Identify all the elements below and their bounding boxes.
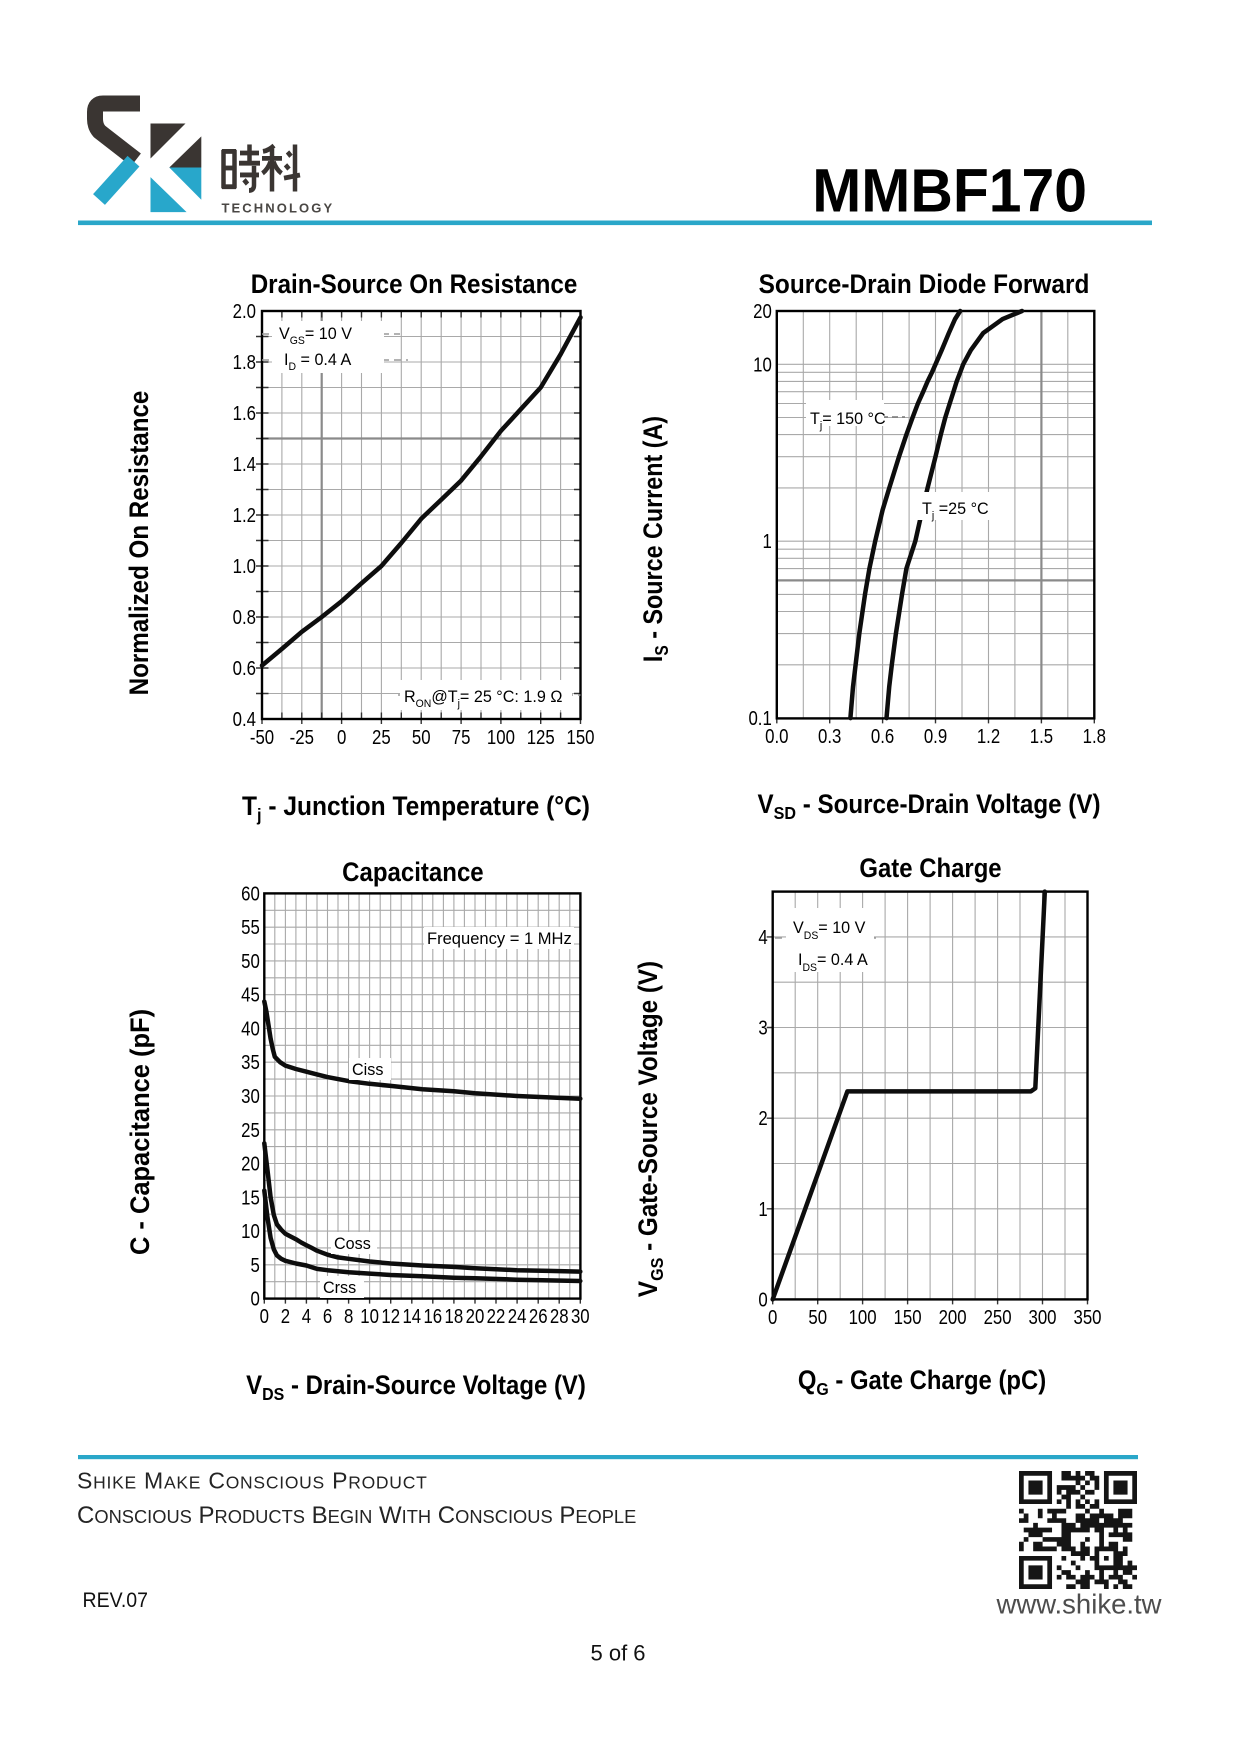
svg-text:1.6: 1.6 [233,402,256,425]
svg-text:28: 28 [550,1305,569,1328]
svg-text:14: 14 [402,1305,421,1328]
svg-text:0.6: 0.6 [233,657,256,680]
svg-text:20: 20 [241,1152,260,1175]
svg-text:5 of 6: 5 of 6 [590,1641,645,1666]
svg-text:16: 16 [423,1305,442,1328]
svg-text:150: 150 [894,1306,922,1329]
svg-text:0.3: 0.3 [818,725,841,748]
svg-text:Tj =25 °C: Tj =25 °C [922,499,989,522]
svg-text:MMBF170: MMBF170 [812,157,1087,225]
svg-text:0: 0 [337,726,346,749]
svg-text:35: 35 [241,1051,260,1074]
svg-text:2: 2 [758,1107,767,1130]
svg-text:8: 8 [344,1305,353,1328]
svg-text:100: 100 [849,1306,877,1329]
svg-text:18: 18 [445,1305,464,1328]
svg-text:1.2: 1.2 [977,725,1000,748]
svg-text:2: 2 [281,1305,290,1328]
svg-text:1.8: 1.8 [233,351,256,374]
svg-text:Tj - Junction Temperature (°C): Tj - Junction Temperature (°C) [242,792,590,825]
svg-text:-25: -25 [290,726,314,749]
svg-text:300: 300 [1028,1306,1056,1329]
svg-text:125: 125 [527,726,555,749]
svg-text:0.4: 0.4 [233,708,256,731]
svg-text:3: 3 [758,1016,767,1039]
svg-text:1.2: 1.2 [233,504,256,527]
svg-text:Ciss: Ciss [352,1060,383,1079]
svg-text:45: 45 [241,983,260,1006]
svg-text:20: 20 [753,300,772,323]
svg-text:24: 24 [508,1305,527,1328]
svg-text:0.8: 0.8 [233,606,256,629]
svg-text:350: 350 [1073,1306,1101,1329]
svg-text:50: 50 [412,726,431,749]
svg-text:Crss: Crss [323,1278,356,1297]
svg-text:Frequency = 1 MHz: Frequency = 1 MHz [427,929,572,948]
svg-text:REV.07: REV.07 [83,1589,148,1612]
svg-text:4: 4 [302,1305,311,1328]
svg-text:C - Capacitance (pF): C - Capacitance (pF) [124,1009,155,1255]
svg-text:TECHNOLOGY: TECHNOLOGY [222,201,335,216]
svg-text:Normalized On Resistance: Normalized On Resistance [125,391,155,696]
svg-text:0.6: 0.6 [871,725,894,748]
svg-text:25: 25 [241,1118,260,1141]
svg-text:20: 20 [466,1305,485,1328]
svg-text:ID = 0.4 A: ID = 0.4 A [284,350,352,373]
svg-text:10: 10 [753,353,772,376]
svg-text:50: 50 [241,949,260,972]
svg-text:50: 50 [808,1306,827,1329]
svg-text:VSD - Source-Drain Voltage (V): VSD - Source-Drain Voltage (V) [757,790,1100,823]
svg-text:1.8: 1.8 [1083,725,1106,748]
svg-text:Tj= 150 °C: Tj= 150 °C [810,409,886,432]
svg-text:SHIKE MAKE CONSCIOUS PRODUCT: SHIKE MAKE CONSCIOUS PRODUCT [77,1467,428,1493]
svg-text:2.0: 2.0 [233,300,256,323]
svg-text:0: 0 [768,1306,777,1329]
svg-text:10: 10 [360,1305,379,1328]
svg-text:10: 10 [241,1220,260,1243]
svg-text:75: 75 [452,726,471,749]
svg-text:1.0: 1.0 [233,555,256,578]
svg-text:1.4: 1.4 [233,453,256,476]
svg-text:Drain-Source On Resistance: Drain-Source On Resistance [251,270,578,299]
svg-text:1: 1 [762,530,771,553]
svg-text:RON@Tj= 25 °C: 1.9 Ω: RON@Tj= 25 °C: 1.9 Ω [404,687,562,710]
svg-text:30: 30 [571,1305,590,1328]
svg-text:QG - Gate Charge (pC): QG - Gate Charge (pC) [798,1366,1046,1400]
svg-text:VGS - Gate-Source Voltage (V): VGS - Gate-Source Voltage (V) [634,961,667,1297]
svg-text:40: 40 [241,1017,260,1040]
svg-text:1: 1 [758,1197,767,1220]
svg-text:0.0: 0.0 [765,725,788,748]
svg-text:0: 0 [260,1305,269,1328]
svg-text:VDS - Drain-Source Voltage (V): VDS - Drain-Source Voltage (V) [246,1371,586,1405]
svg-text:-50: -50 [250,726,274,749]
svg-text:IS - Source Current (A): IS - Source Current (A) [638,416,672,662]
svg-text:www.shike.tw: www.shike.tw [995,1589,1161,1620]
svg-text:150: 150 [566,726,594,749]
svg-text:0.9: 0.9 [924,725,947,748]
svg-text:0.1: 0.1 [748,707,771,730]
svg-text:1.5: 1.5 [1030,725,1053,748]
svg-text:25: 25 [372,726,391,749]
svg-text:30: 30 [241,1085,260,1108]
svg-text:Capacitance: Capacitance [342,858,484,888]
svg-text:Source-Drain Diode Forward: Source-Drain Diode Forward [759,270,1090,299]
svg-text:26: 26 [529,1305,548,1328]
svg-text:Coss: Coss [334,1234,371,1253]
svg-text:22: 22 [487,1305,506,1328]
svg-text:0: 0 [758,1288,767,1311]
svg-text:250: 250 [984,1306,1012,1329]
svg-text:Gate Charge: Gate Charge [859,854,1001,884]
svg-text:6: 6 [323,1305,332,1328]
svg-text:5: 5 [250,1253,259,1276]
svg-text:100: 100 [487,726,515,749]
svg-text:55: 55 [241,916,260,939]
svg-text:15: 15 [241,1186,260,1209]
svg-text:CONSCIOUS PRODUCTS BEGIN WITH: CONSCIOUS PRODUCTS BEGIN WITH CONSCIOUS … [77,1502,636,1529]
svg-text:4: 4 [758,925,767,948]
svg-text:0: 0 [250,1287,259,1310]
svg-text:60: 60 [241,882,260,905]
svg-text:200: 200 [939,1306,967,1329]
svg-text:12: 12 [381,1305,400,1328]
